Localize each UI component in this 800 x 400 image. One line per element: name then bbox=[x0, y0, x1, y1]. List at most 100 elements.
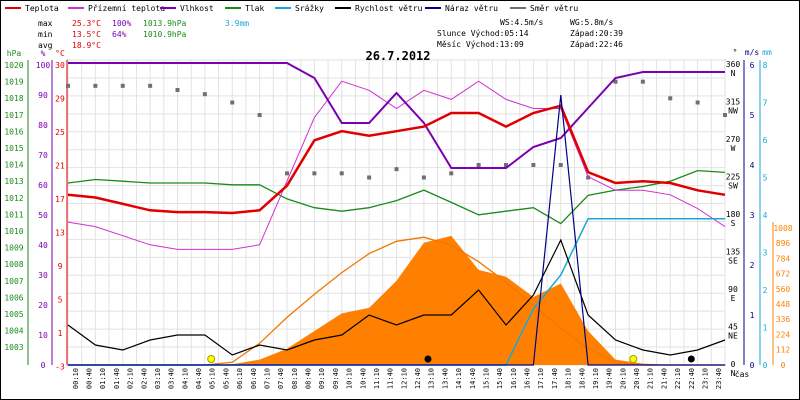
axis-ms-tick: 0 bbox=[750, 361, 755, 370]
axis-pct-tick: 50 bbox=[38, 211, 48, 220]
axis-mm-tick: 8 bbox=[763, 61, 768, 70]
axis-dir-tick: SW bbox=[728, 182, 738, 191]
axis-sol-tick: 0 bbox=[781, 361, 786, 370]
axis-mm-tick: 4 bbox=[763, 211, 768, 220]
stat-max-rain: 3.9mm bbox=[225, 19, 249, 28]
axis-pct-tick: 80 bbox=[38, 121, 48, 130]
axis-dir-tick: 270 bbox=[726, 135, 741, 144]
x-tick-label: 15:40 bbox=[496, 368, 504, 389]
axis-hpa-tick: 1012 bbox=[4, 194, 23, 203]
axis-sol-tick: 560 bbox=[776, 285, 791, 294]
axis-sol-tick: 448 bbox=[776, 300, 791, 309]
sun-marker bbox=[629, 355, 638, 363]
stat-min-hum: 64% bbox=[112, 30, 127, 39]
axis-mm-tick: 5 bbox=[763, 174, 768, 183]
axis-dir-tick: NW bbox=[728, 107, 738, 116]
series-wind-dir-point bbox=[668, 96, 673, 101]
series-wind-dir-point bbox=[394, 167, 399, 172]
axis-pct-tick: 10 bbox=[38, 331, 48, 340]
x-tick-label: 14:10 bbox=[455, 368, 463, 389]
axis-dir-tick: E bbox=[731, 294, 736, 303]
axis-ms-unit: m/s bbox=[745, 48, 760, 57]
info-wg: WG:5.8m/s bbox=[570, 18, 614, 27]
axis-temp-tick: 1 bbox=[58, 329, 63, 338]
x-tick-label: 11:10 bbox=[373, 368, 381, 389]
series-wind-dir-point bbox=[723, 113, 727, 117]
x-tick-label: 05:40 bbox=[222, 368, 230, 389]
x-tick-label: 09:40 bbox=[332, 368, 340, 389]
x-tick-label: 14:40 bbox=[469, 368, 477, 389]
x-tick-label: 04:10 bbox=[181, 368, 189, 389]
axis-hpa-tick: 1004 bbox=[4, 327, 23, 336]
series-wind-dir-point bbox=[120, 83, 125, 88]
axis-mm-tick: 1 bbox=[763, 324, 768, 333]
axis-dir-tick: 180 bbox=[726, 210, 741, 219]
series-wind-dir-point bbox=[285, 171, 289, 176]
x-tick-label: 08:10 bbox=[291, 368, 299, 389]
axis-hpa-tick: 1014 bbox=[4, 161, 23, 170]
x-tick-label: 10:10 bbox=[346, 368, 354, 389]
x-tick-label: 18:10 bbox=[565, 368, 573, 389]
series-solar bbox=[68, 235, 725, 365]
x-tick-label: 06:40 bbox=[250, 368, 258, 389]
axis-sol-tick: 896 bbox=[776, 239, 791, 248]
series-wind-dir-point bbox=[257, 113, 262, 117]
series-wind-dir-point bbox=[640, 79, 645, 84]
axis-pct-tick: 70 bbox=[38, 151, 48, 160]
stat-label-max: max bbox=[38, 19, 53, 28]
axis-mm-tick: 6 bbox=[763, 136, 768, 145]
axis-mm-tick: 7 bbox=[763, 99, 768, 108]
series-ground-temp bbox=[67, 80, 726, 250]
x-tick-label: 16:10 bbox=[510, 368, 518, 389]
axis-temp-tick: 21 bbox=[55, 162, 65, 171]
legend-entry: Směr větru bbox=[530, 4, 578, 13]
x-tick-label: 13:40 bbox=[441, 368, 449, 389]
axis-temp-tick: 5 bbox=[58, 296, 63, 305]
series-wind-dir-point bbox=[148, 83, 153, 88]
axis-dir-tick: 45 bbox=[728, 323, 738, 332]
axis-hpa-unit: hPa bbox=[7, 49, 22, 58]
x-tick-label: 12:10 bbox=[400, 368, 408, 389]
axis-pct-tick: 100 bbox=[36, 61, 51, 70]
series-wind-dir-point bbox=[230, 100, 235, 105]
series-wind-dir-point bbox=[586, 175, 591, 180]
axis-temp-tick: 9 bbox=[58, 262, 63, 271]
x-tick-label: 07:40 bbox=[277, 368, 285, 389]
legend-entry: Tlak bbox=[245, 4, 264, 13]
axis-dir-tick: S bbox=[731, 219, 736, 228]
series-wind-dir-point bbox=[504, 163, 508, 167]
stat-min-press: 1010.9hPa bbox=[143, 30, 187, 39]
x-tick-label: 00:10 bbox=[72, 368, 80, 389]
axis-temp-tick: 25 bbox=[55, 128, 65, 137]
legend-entry: Náraz větru bbox=[445, 4, 498, 13]
axis-dir-tick: 0 bbox=[731, 360, 736, 369]
x-tick-label: 22:40 bbox=[688, 368, 696, 389]
stat-max-temp: 25.3°C bbox=[72, 19, 101, 28]
series-wind-dir-point bbox=[476, 163, 481, 167]
legend-entry: Přízemní teplota bbox=[88, 4, 165, 13]
series-wind-dir-point bbox=[558, 163, 563, 167]
x-tick-label: 01:40 bbox=[113, 368, 121, 389]
x-tick-label: 06:10 bbox=[236, 368, 244, 389]
x-tick-label: 17:10 bbox=[537, 368, 545, 389]
axis-hpa-tick: 1013 bbox=[4, 177, 23, 186]
axis-mm-unit: mm bbox=[762, 48, 772, 57]
x-tick-label: 19:10 bbox=[592, 368, 600, 389]
axis-dir-tick: 90 bbox=[728, 285, 738, 294]
info-sunset: Západ:20:39 bbox=[570, 29, 623, 38]
series-wind-dir-point bbox=[202, 92, 207, 97]
legend-entry: Vlhkost bbox=[180, 4, 214, 13]
x-tick-label: 13:10 bbox=[428, 368, 436, 389]
moon-marker bbox=[687, 355, 695, 363]
axis-ms-tick: 3 bbox=[750, 211, 755, 220]
axis-temp-tick: -3 bbox=[55, 363, 65, 372]
x-tick-label: 09:10 bbox=[318, 368, 326, 389]
axis-sol-tick: 672 bbox=[776, 270, 791, 279]
series-wind-dir-point bbox=[695, 100, 700, 105]
series-wind-dir-point bbox=[175, 88, 180, 92]
stat-max-press: 1013.9hPa bbox=[143, 19, 187, 28]
axis-sol-tick: 224 bbox=[776, 330, 791, 339]
x-tick-label: 00:40 bbox=[86, 368, 94, 389]
axis-dir-tick: SE bbox=[728, 257, 738, 266]
axis-hpa-tick: 1003 bbox=[4, 343, 23, 352]
